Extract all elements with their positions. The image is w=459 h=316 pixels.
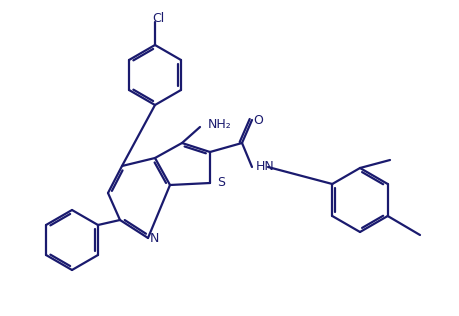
Text: Cl: Cl (152, 11, 164, 25)
Text: HN: HN (256, 161, 275, 173)
Text: N: N (150, 232, 159, 245)
Text: O: O (253, 113, 263, 126)
Text: S: S (217, 177, 225, 190)
Text: NH₂: NH₂ (208, 118, 232, 131)
